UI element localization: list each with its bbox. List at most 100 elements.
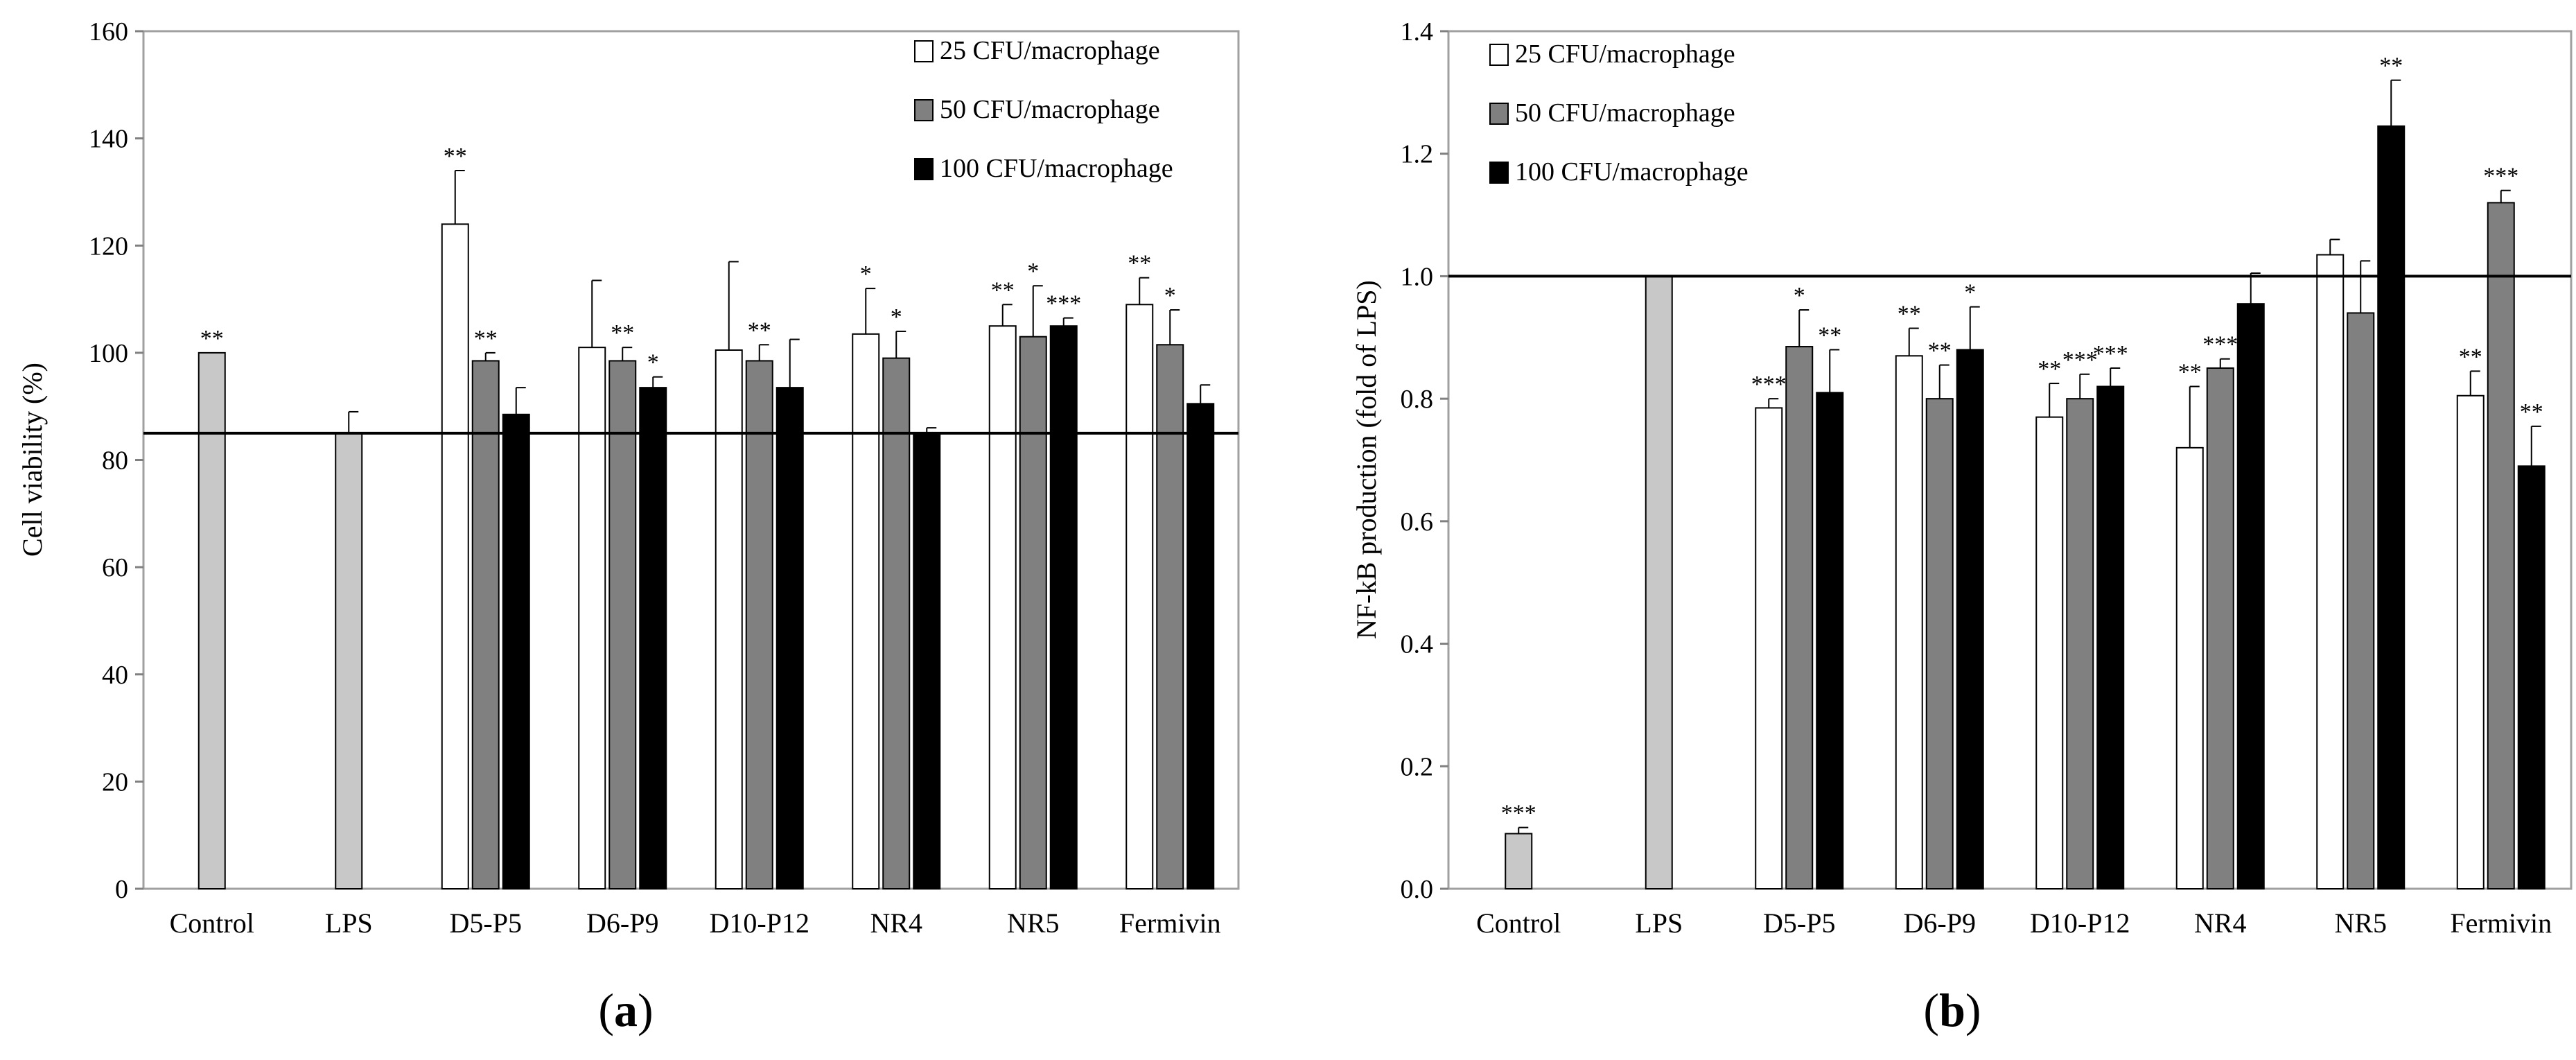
significance-mark: *	[1164, 283, 1176, 309]
bar	[2316, 254, 2345, 889]
y-tick-label: 40	[102, 661, 128, 690]
bar	[745, 360, 773, 889]
bar	[1925, 398, 1954, 889]
x-category-label: Control	[170, 907, 254, 939]
bar	[198, 351, 226, 889]
significance-mark: **	[200, 326, 224, 351]
significance-mark: **	[444, 144, 467, 169]
bar	[882, 357, 911, 889]
legend-label: 100 CFU/macrophage	[1515, 157, 1749, 186]
x-category-label: D6-P9	[1904, 907, 1976, 939]
panel-b-x-axis: Control LPS D5-P5 D6-P9 D10-P12 NR4 NR5 Fermivi…	[1476, 907, 2552, 939]
x-category-label: NR4	[2194, 907, 2247, 939]
bar	[852, 333, 880, 889]
bar	[335, 432, 363, 889]
y-tick-label: 0.6	[1401, 507, 1434, 537]
bar	[608, 360, 637, 889]
legend-swatch	[914, 158, 934, 180]
panel-a-bars: *********** ** *********	[143, 144, 1238, 889]
y-tick-label: 20	[102, 767, 128, 797]
bar	[988, 325, 1017, 889]
significance-mark: **	[2459, 344, 2482, 370]
significance-mark: ***	[1751, 372, 1787, 397]
significance-mark: ***	[1501, 801, 1536, 826]
x-category-label: D6-P9	[586, 907, 658, 939]
bar	[2456, 394, 2485, 889]
y-tick-label: 140	[89, 125, 128, 154]
bar	[1755, 407, 1783, 889]
legend-swatch	[1489, 103, 1509, 125]
x-category-label: Fermivin	[2450, 907, 2552, 939]
bar	[1785, 346, 1814, 889]
bar	[441, 223, 469, 889]
bar	[2035, 416, 2064, 889]
legend-swatch	[914, 40, 934, 62]
legend-label: 25 CFU/macrophage	[940, 36, 1160, 65]
significance-mark: ***	[2062, 347, 2098, 373]
bar	[776, 387, 804, 889]
legend-label: 100 CFU/macrophage	[940, 154, 1173, 183]
significance-mark: **	[991, 277, 1015, 303]
bar	[1049, 325, 1078, 889]
x-category-label: NR4	[870, 907, 922, 939]
bar	[1156, 344, 1184, 889]
panel-b-legend: 25 CFU/macrophage 50 CFU/macrophage 100 CF…	[1489, 40, 1749, 186]
y-tick-label: 120	[89, 232, 128, 261]
significance-mark: *	[1794, 283, 1805, 309]
x-category-label: D5-P5	[450, 907, 522, 939]
bar	[639, 387, 667, 889]
bar	[2487, 202, 2515, 889]
legend-label: 25 CFU/macrophage	[1515, 40, 1735, 69]
y-tick-label: 0.8	[1401, 385, 1434, 414]
significance-mark: **	[2178, 359, 2202, 385]
significance-mark: ***	[2483, 164, 2518, 189]
legend-swatch	[914, 99, 934, 121]
x-category-label: Fermivin	[1119, 907, 1221, 939]
x-category-label: LPS	[325, 907, 373, 939]
panel-a-legend: 25 CFU/macrophage 50 CFU/macrophage 100 CF…	[914, 36, 1173, 183]
significance-mark: **	[1128, 251, 1151, 277]
significance-mark: *	[647, 350, 659, 376]
significance-mark: **	[611, 320, 634, 346]
legend-swatch	[1489, 44, 1509, 66]
panel-b-plot-frame	[1447, 30, 2573, 890]
x-category-label: D10-P12	[710, 907, 809, 939]
bar	[715, 349, 743, 889]
bar	[502, 413, 530, 889]
significance-mark: *	[1027, 259, 1039, 284]
significance-mark: **	[748, 318, 771, 343]
bar	[1186, 403, 1215, 889]
bar	[1019, 336, 1047, 889]
bar	[1816, 392, 1844, 889]
bar	[2236, 303, 2265, 890]
x-category-label: NR5	[1007, 907, 1060, 939]
y-tick-label: 1.2	[1401, 140, 1434, 169]
significance-mark: ***	[1046, 291, 1081, 317]
significance-mark: **	[2038, 356, 2061, 382]
bar	[2096, 385, 2125, 889]
y-tick-label: 0.0	[1401, 875, 1434, 904]
bar	[1956, 349, 1984, 889]
bar	[1895, 355, 1923, 889]
legend-label: 50 CFU/macrophage	[940, 95, 1160, 124]
panel-a-y-axis: 0 20 40 60 80 100 120 140 160	[89, 17, 143, 904]
y-tick-label: 1.0	[1401, 262, 1434, 291]
significance-mark: **	[1928, 338, 1952, 364]
y-tick-label: 160	[89, 17, 128, 46]
legend-swatch	[1489, 162, 1509, 184]
significance-mark: *	[891, 304, 902, 330]
panel-a-label: (a)	[598, 984, 653, 1036]
panel-b-label: (b)	[1923, 984, 1981, 1036]
panel-b-y-axis: 0.0 0.2 0.4 0.6 0.8 1.0 1.2 1.4	[1401, 17, 1448, 904]
significance-mark: ***	[2202, 332, 2238, 358]
significance-mark: **	[2379, 53, 2403, 79]
y-tick-label: 80	[102, 446, 128, 476]
panel-a-x-axis: Control LPS D5-P5 D6-P9 D10-P12 NR4 NR5 Fermivi…	[170, 907, 1221, 939]
significance-mark: **	[474, 326, 498, 351]
x-category-label: D10-P12	[2030, 907, 2130, 939]
panel-b-y-axis-title: NF-kB production (fold of LPS)	[1351, 280, 1382, 639]
panel-b-bars: ********** ******* *******************	[1448, 53, 2571, 890]
bar	[2347, 312, 2375, 889]
